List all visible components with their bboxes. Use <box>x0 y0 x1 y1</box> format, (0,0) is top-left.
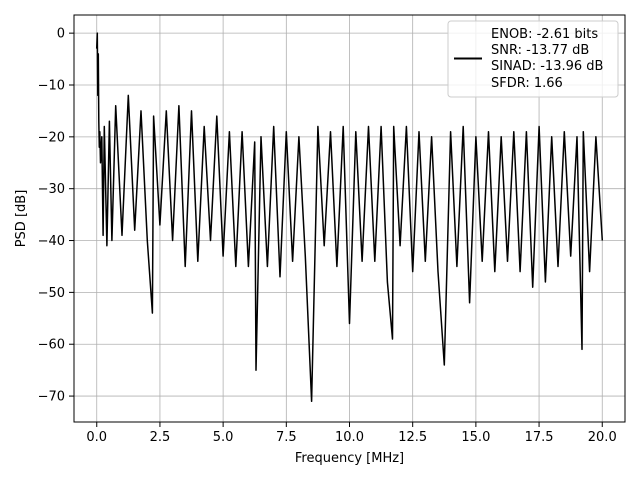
legend-entry-snr: SNR: -13.77 dB <box>491 43 589 58</box>
series-line-0 <box>95 32 604 403</box>
x-tick-label: 12.5 <box>398 430 427 445</box>
legend: ENOB: -2.61 bits SNR: -13.77 dB SINAD: -… <box>447 20 619 98</box>
x-tick-label: 2.5 <box>150 430 171 445</box>
x-tick-label: 5.0 <box>213 430 234 445</box>
x-tick-label: 10.0 <box>335 430 364 445</box>
y-tick-label: −40 <box>38 234 65 249</box>
x-tick-label: 20.0 <box>588 430 617 445</box>
x-tick-label: 15.0 <box>461 430 490 445</box>
y-axis-label: PSD [dB] <box>14 190 29 248</box>
y-tick-label: −10 <box>38 78 65 93</box>
x-tick-label: 17.5 <box>525 430 554 445</box>
y-tick-label: 0 <box>57 27 65 42</box>
y-axis-ticks: 0 −10 −20 −30 −40 −50 −60 −70 <box>38 27 74 405</box>
x-axis-ticks: 0.0 2.5 5.0 7.5 10.0 12.5 15.0 17.5 20.0 <box>86 422 617 445</box>
y-tick-label: −70 <box>38 390 65 405</box>
y-tick-label: −20 <box>38 130 65 145</box>
y-tick-label: −30 <box>38 182 65 197</box>
x-tick-label: 0.0 <box>86 430 107 445</box>
legend-entry-sfdr: SFDR: 1.66 <box>491 76 563 91</box>
legend-entry-enob: ENOB: -2.61 bits <box>491 27 598 42</box>
x-axis-label: Frequency [MHz] <box>295 451 404 466</box>
legend-box <box>447 20 619 98</box>
y-tick-label: −50 <box>38 286 65 301</box>
y-tick-label: −60 <box>38 338 65 353</box>
series-layer <box>95 32 604 403</box>
legend-entry-sinad: SINAD: -13.96 dB <box>491 59 603 74</box>
x-tick-label: 7.5 <box>276 430 297 445</box>
